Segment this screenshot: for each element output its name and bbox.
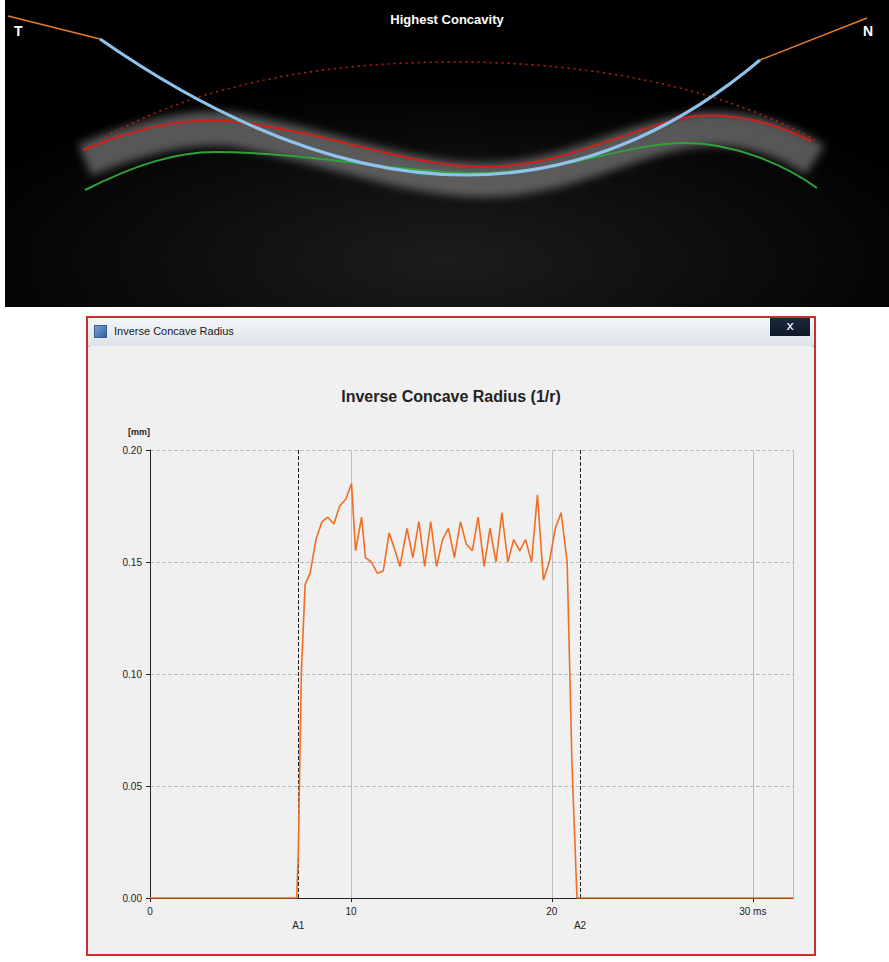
svg-text:0: 0	[147, 906, 153, 917]
svg-text:A2: A2	[574, 920, 587, 931]
svg-text:T: T	[14, 23, 23, 39]
svg-text:N: N	[863, 23, 873, 39]
html-text:Inverse Concave Radius: Inverse Concave Radius	[114, 325, 234, 337]
svg-text:0.00: 0.00	[123, 893, 143, 904]
svg-text:0.20: 0.20	[123, 445, 143, 456]
svg-text:20: 20	[546, 906, 558, 917]
svg-text:0.05: 0.05	[123, 781, 143, 792]
svg-text:Inverse Concave Radius (1/r): Inverse Concave Radius (1/r)	[341, 388, 561, 405]
svg-text:30 ms: 30 ms	[739, 906, 766, 917]
svg-text:0.15: 0.15	[123, 557, 143, 568]
svg-text:10: 10	[345, 906, 357, 917]
html-text:x: x	[786, 318, 794, 333]
svg-text:[mm]: [mm]	[128, 427, 150, 437]
svg-text:0.10: 0.10	[123, 669, 143, 680]
svg-text:Highest Concavity: Highest Concavity	[390, 12, 504, 27]
svg-text:A1: A1	[292, 920, 305, 931]
